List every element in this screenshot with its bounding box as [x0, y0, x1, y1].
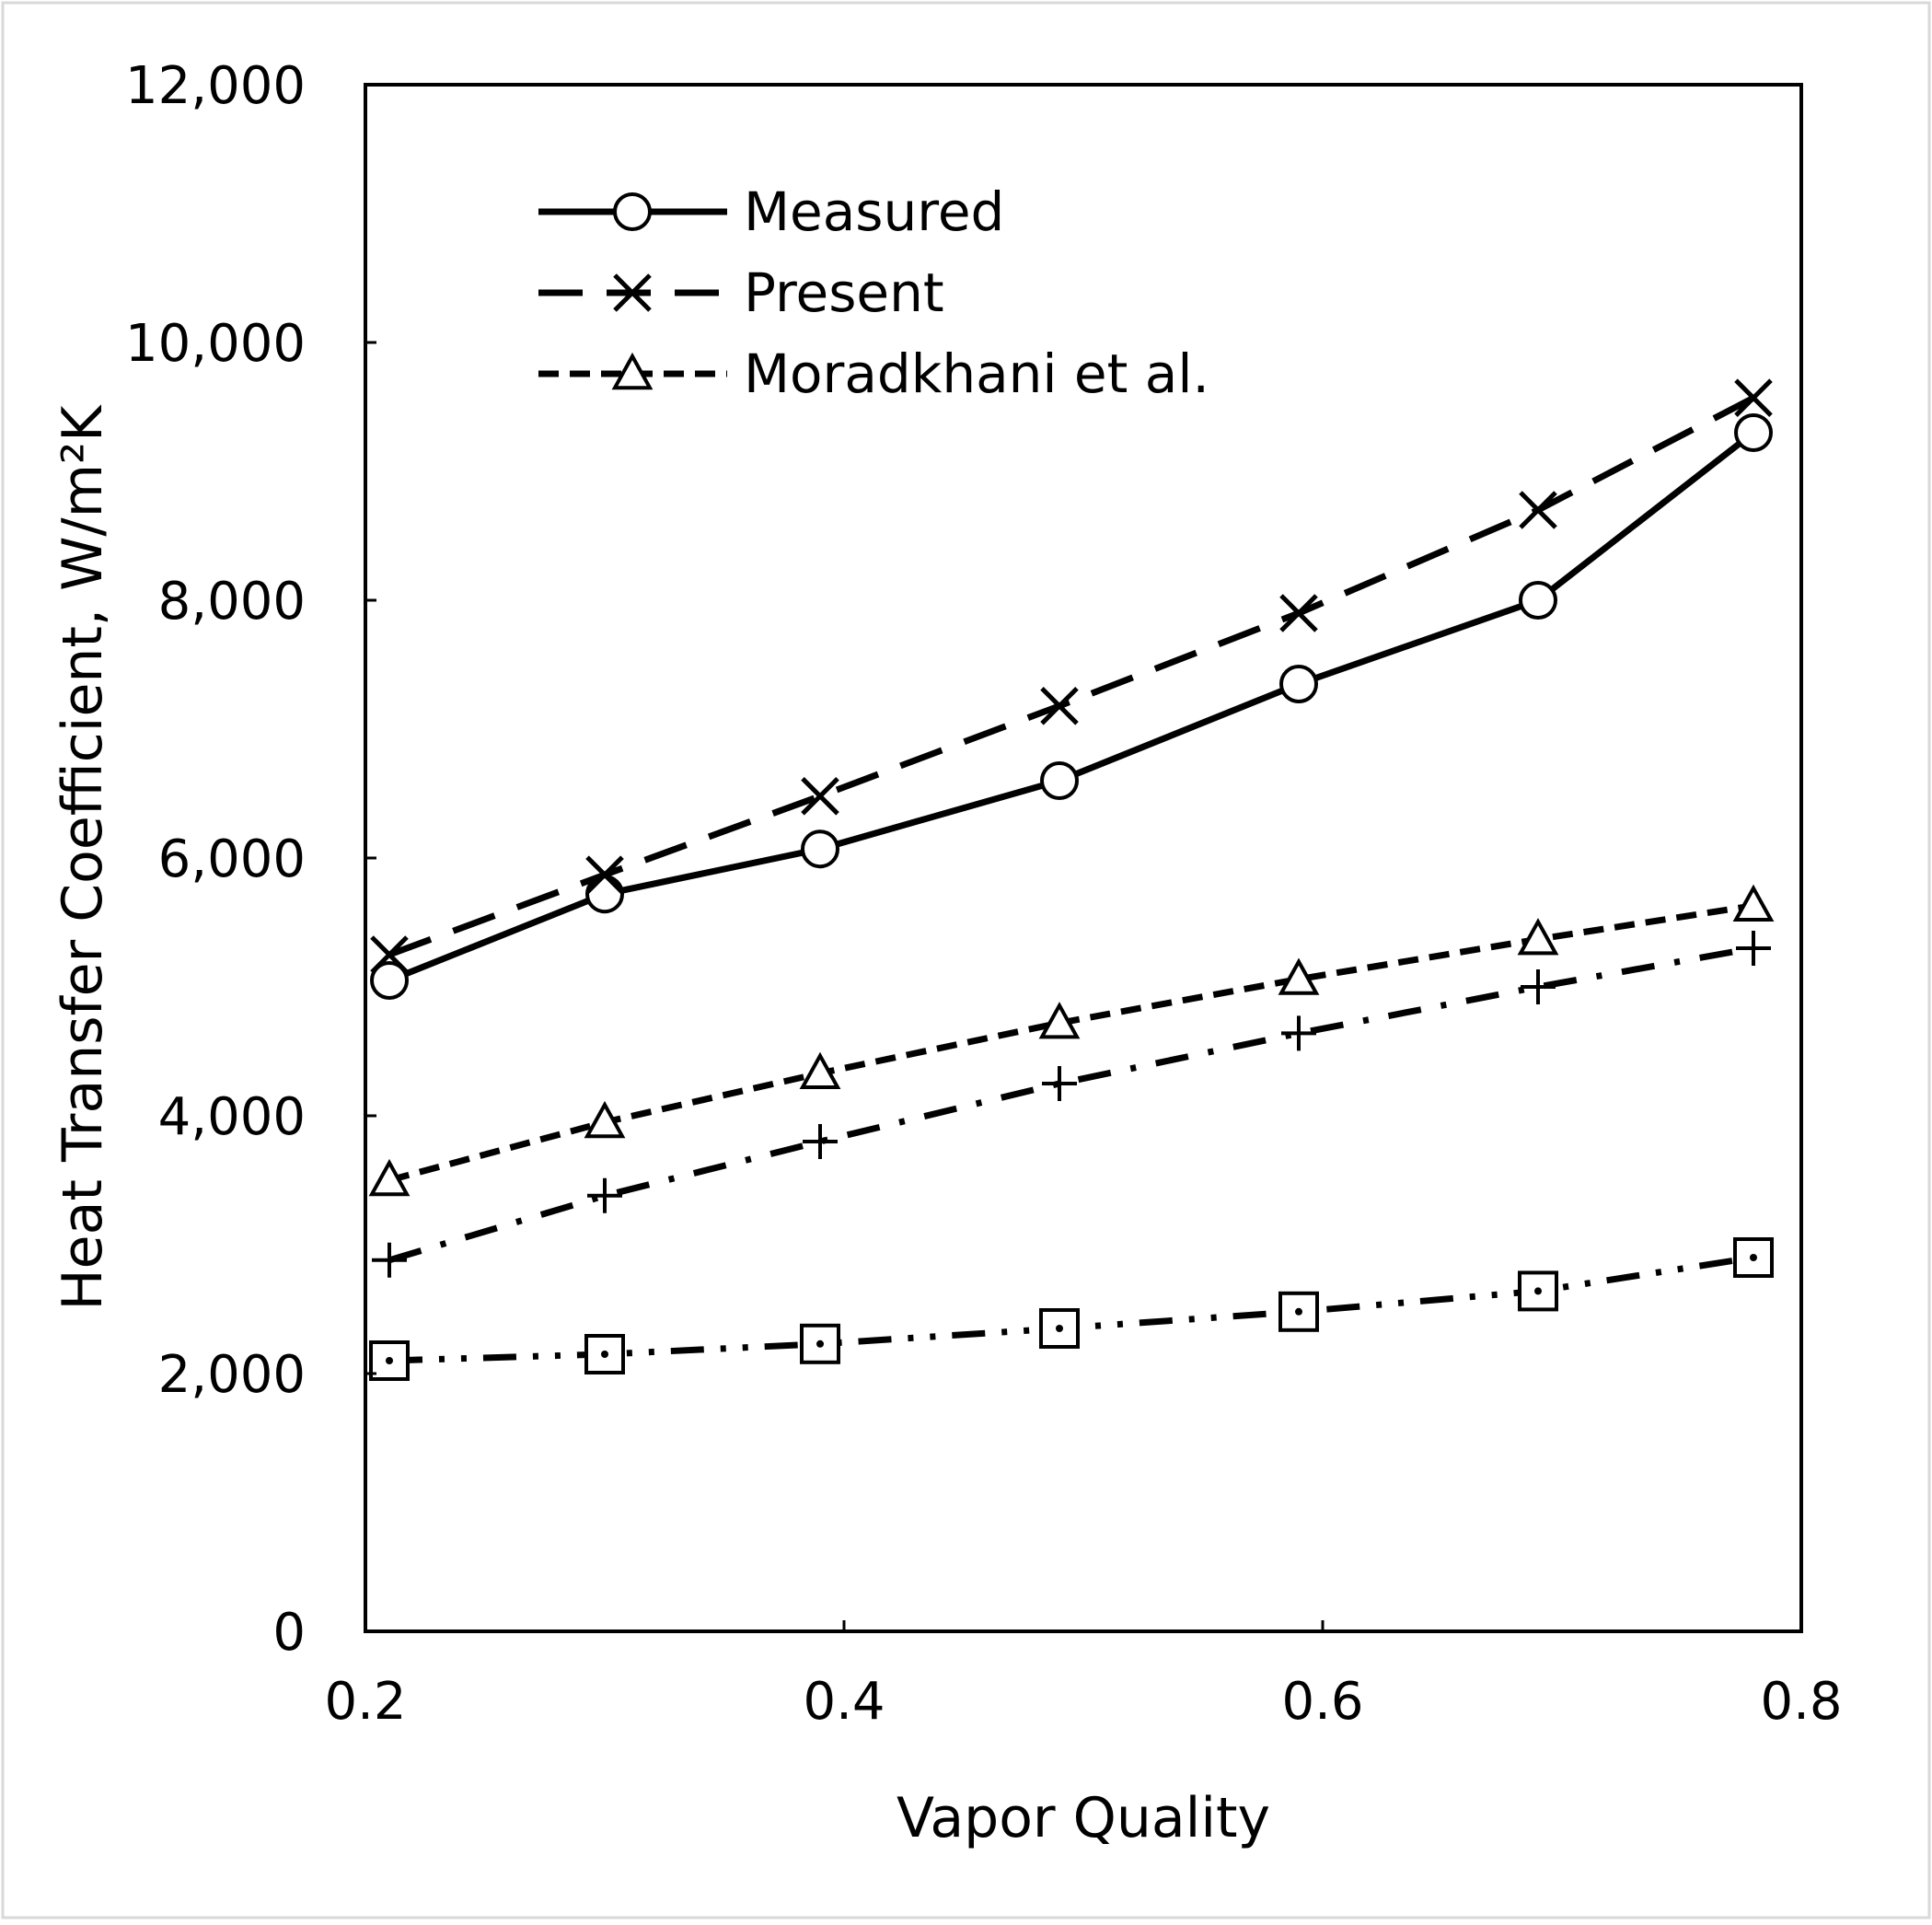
- data-point: [1038, 1002, 1081, 1039]
- series-2: [370, 378, 1773, 974]
- x-tick-label: 0.6: [1281, 1672, 1363, 1732]
- y-axis-ticks: 0 2,000 4,000 6,000 8,000 10,000 12,000: [125, 56, 376, 1663]
- data-point: [1281, 1015, 1316, 1051]
- data-point-dot: [816, 1339, 824, 1348]
- data-point: [1518, 1270, 1558, 1312]
- data-point: [1736, 931, 1771, 966]
- data-point: [370, 935, 409, 974]
- data-point: [801, 829, 839, 869]
- data-point: [1732, 884, 1775, 922]
- x-tick-label: 0.4: [803, 1672, 885, 1732]
- data-point: [803, 1124, 838, 1159]
- data-point: [370, 961, 409, 1000]
- y-tick-label: 8,000: [158, 572, 306, 632]
- data-point-dot: [1534, 1287, 1542, 1295]
- data-point: [585, 855, 624, 894]
- y-tick-label: 0: [272, 1603, 306, 1663]
- data-point: [1278, 1291, 1319, 1332]
- data-point: [1519, 581, 1557, 620]
- data-point-dot: [1056, 1325, 1063, 1332]
- y-tick-label: 2,000: [158, 1345, 306, 1405]
- data-point: [1042, 1066, 1077, 1101]
- data-point-dot: [1750, 1254, 1757, 1261]
- plot-layer: [368, 378, 1775, 1381]
- data-point: [1734, 378, 1773, 417]
- data-point: [372, 1242, 407, 1278]
- data-point: [1521, 969, 1556, 1004]
- y-tick-label: 4,000: [158, 1087, 306, 1147]
- data-point: [1040, 761, 1079, 800]
- y-axis-label: Heat Transfer Coefficient, W/m²K: [51, 404, 115, 1311]
- data-point: [1519, 491, 1557, 529]
- legend-label: Present: [744, 261, 944, 324]
- y-tick-label: 10,000: [125, 314, 306, 374]
- x-axis-label: Vapor Quality: [897, 1786, 1270, 1850]
- data-point: [1734, 413, 1773, 452]
- legend-marker: [613, 192, 652, 231]
- legend-label: Moradkhani et al.: [744, 342, 1209, 405]
- series-3: [368, 884, 1775, 1197]
- data-point-dot: [601, 1351, 608, 1358]
- legend-label: Measured: [744, 180, 1004, 243]
- data-point: [1279, 594, 1318, 632]
- data-point: [799, 1051, 841, 1089]
- data-point-dot: [1295, 1307, 1302, 1316]
- y-tick-label: 6,000: [158, 829, 306, 889]
- data-point: [801, 777, 839, 816]
- data-point: [368, 1158, 411, 1197]
- legend-marker: [613, 273, 652, 312]
- x-axis-ticks: 0.2 0.4 0.6 0.8: [324, 1620, 1843, 1732]
- series-5: [369, 1237, 1774, 1381]
- series-4: [372, 931, 1771, 1278]
- x-tick-label: 0.8: [1760, 1672, 1842, 1732]
- data-point: [1040, 687, 1079, 725]
- data-point: [1279, 665, 1318, 703]
- x-tick-label: 0.2: [324, 1672, 406, 1732]
- data-point: [1517, 918, 1559, 956]
- legend: Measured Present Moradkhani et al.: [538, 180, 1209, 405]
- data-point-dot: [386, 1357, 393, 1364]
- legend-marker: [611, 352, 654, 390]
- data-point: [584, 1100, 626, 1139]
- data-point: [587, 1177, 622, 1213]
- series-1: [370, 413, 1773, 1000]
- y-tick-label: 12,000: [125, 56, 306, 116]
- data-point: [1278, 957, 1320, 995]
